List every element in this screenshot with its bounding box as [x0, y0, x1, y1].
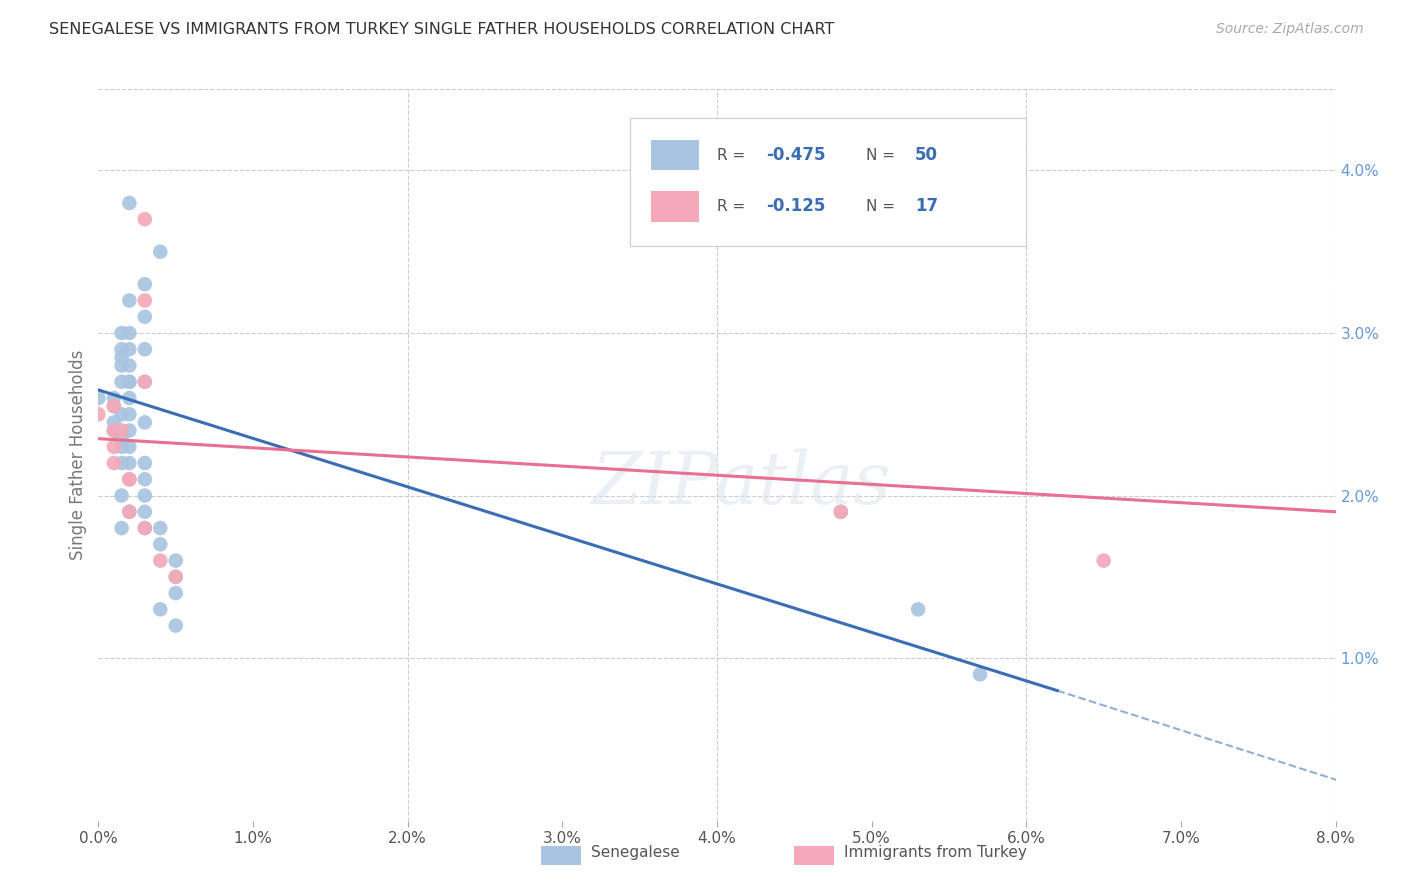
Point: [111, 521, 134, 535]
Point: [1092, 553, 1115, 567]
Point: [165, 570, 187, 584]
Point: [103, 456, 125, 470]
Point: [118, 505, 141, 519]
Point: [134, 489, 156, 503]
FancyBboxPatch shape: [651, 140, 699, 170]
Point: [118, 456, 141, 470]
Point: [134, 277, 156, 292]
Point: [103, 391, 125, 405]
Text: Source: ZipAtlas.com: Source: ZipAtlas.com: [1216, 22, 1364, 37]
Point: [87, 407, 110, 421]
Point: [969, 667, 991, 681]
Point: [87, 391, 110, 405]
Point: [149, 521, 172, 535]
Text: SENEGALESE VS IMMIGRANTS FROM TURKEY SINGLE FATHER HOUSEHOLDS CORRELATION CHART: SENEGALESE VS IMMIGRANTS FROM TURKEY SIN…: [49, 22, 835, 37]
Point: [103, 440, 125, 454]
Point: [118, 440, 141, 454]
Point: [134, 472, 156, 486]
Y-axis label: Single Father Households: Single Father Households: [69, 350, 87, 560]
Point: [111, 424, 134, 438]
Point: [165, 586, 187, 600]
Point: [103, 399, 125, 413]
Point: [118, 196, 141, 211]
Point: [111, 359, 134, 373]
Point: [111, 375, 134, 389]
Text: R =: R =: [717, 147, 751, 162]
Point: [111, 407, 134, 421]
Point: [103, 399, 125, 413]
Point: [134, 375, 156, 389]
Point: [134, 212, 156, 227]
Point: [134, 375, 156, 389]
Point: [111, 343, 134, 357]
Point: [103, 424, 125, 438]
Point: [134, 416, 156, 430]
Point: [149, 602, 172, 616]
Point: [111, 440, 134, 454]
Text: -0.475: -0.475: [766, 146, 827, 164]
Point: [149, 537, 172, 551]
Text: 50: 50: [915, 146, 938, 164]
Text: N =: N =: [866, 199, 900, 214]
Point: [149, 553, 172, 567]
Point: [134, 293, 156, 308]
Text: Immigrants from Turkey: Immigrants from Turkey: [844, 846, 1026, 860]
Point: [830, 505, 852, 519]
Point: [118, 424, 141, 438]
Point: [118, 391, 141, 405]
Point: [111, 489, 134, 503]
Text: Senegalese: Senegalese: [591, 846, 679, 860]
Point: [165, 618, 187, 632]
Point: [134, 310, 156, 324]
Point: [118, 343, 141, 357]
Point: [118, 505, 141, 519]
Point: [134, 521, 156, 535]
Point: [149, 244, 172, 259]
Point: [134, 456, 156, 470]
Point: [111, 326, 134, 340]
Point: [165, 553, 187, 567]
FancyBboxPatch shape: [630, 119, 1026, 246]
Text: 17: 17: [915, 197, 938, 215]
Point: [111, 456, 134, 470]
Text: -0.125: -0.125: [766, 197, 825, 215]
Point: [134, 343, 156, 357]
Point: [103, 416, 125, 430]
Point: [118, 472, 141, 486]
Point: [134, 521, 156, 535]
Text: ZIPatlas: ZIPatlas: [592, 449, 891, 519]
Point: [118, 359, 141, 373]
Point: [118, 375, 141, 389]
Point: [111, 351, 134, 365]
Text: N =: N =: [866, 147, 900, 162]
Point: [118, 472, 141, 486]
Point: [118, 375, 141, 389]
Point: [118, 407, 141, 421]
Point: [103, 424, 125, 438]
Point: [830, 505, 852, 519]
Point: [165, 570, 187, 584]
Point: [118, 326, 141, 340]
Point: [907, 602, 929, 616]
FancyBboxPatch shape: [651, 191, 699, 221]
Point: [134, 505, 156, 519]
Point: [118, 293, 141, 308]
Text: R =: R =: [717, 199, 751, 214]
Point: [111, 432, 134, 446]
